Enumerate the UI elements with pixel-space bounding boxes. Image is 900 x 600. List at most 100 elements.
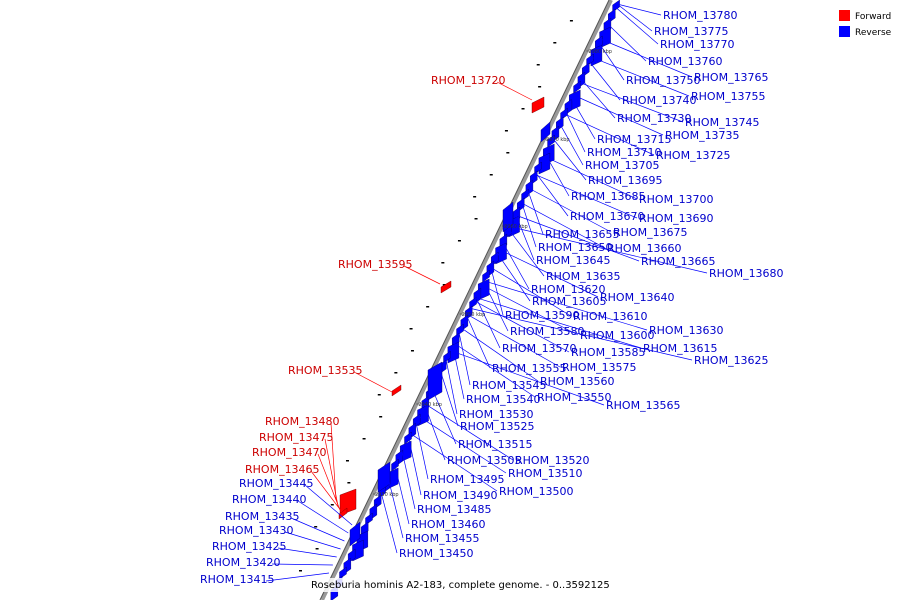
- reverse-gene-label: RHOM_13710: [587, 146, 662, 159]
- reverse-gene-label: RHOM_13460: [411, 518, 486, 531]
- minor-feature-mark: [315, 548, 319, 550]
- label-leader-line: [290, 517, 345, 542]
- label-leader-line: [496, 252, 531, 302]
- reverse-gene-block: [365, 512, 373, 526]
- reverse-gene-label: RHOM_13540: [466, 393, 541, 406]
- label-leader-line: [483, 281, 509, 332]
- reverse-gene-label: RHOM_13620: [531, 283, 606, 296]
- label-leader-line: [271, 563, 333, 566]
- forward-gene-block: [440, 280, 452, 294]
- label-leader-line: [515, 214, 535, 261]
- forward-gene-label: RHOM_13535: [288, 364, 363, 377]
- label-leader-line: [415, 421, 429, 480]
- gene-features: [298, 0, 620, 600]
- reverse-gene-label: RHOM_13555: [492, 362, 567, 375]
- label-leader-line: [615, 6, 659, 45]
- label-leader-line: [521, 202, 537, 248]
- scale-tick-label: 2940 kbp: [418, 402, 442, 408]
- reverse-gene-label: RHOM_13605: [532, 295, 607, 308]
- reverse-gene-label: RHOM_13600: [580, 329, 655, 342]
- reverse-gene-block: [349, 521, 361, 547]
- scale-tick-label: 2930 kbp: [375, 492, 399, 498]
- minor-feature-mark: [362, 438, 366, 440]
- label-leader-line: [527, 189, 544, 235]
- reverse-gene-label: RHOM_13765: [694, 71, 769, 84]
- reverse-gene-label: RHOM_13715: [597, 133, 672, 146]
- label-leader-line: [297, 500, 349, 534]
- reverse-gene-label: RHOM_13690: [639, 212, 714, 225]
- label-leader-line: [490, 266, 572, 317]
- reverse-gene-label: RHOM_13545: [472, 379, 547, 392]
- minor-feature-mark: [347, 482, 351, 484]
- minor-feature-mark: [409, 328, 413, 330]
- reverse-gene-label: RHOM_13775: [654, 25, 729, 38]
- reverse-gene-label: RHOM_13675: [613, 226, 688, 239]
- reverse-gene-block: [540, 121, 551, 143]
- reverse-gene-block: [360, 521, 369, 537]
- reverse-gene-block: [427, 361, 443, 401]
- label-leader-line: [408, 436, 422, 496]
- reverse-gene-label: RHOM_13570: [502, 342, 577, 355]
- minor-feature-mark: [441, 262, 445, 264]
- label-leader-line: [394, 465, 410, 525]
- reverse-gene-label: RHOM_13635: [546, 270, 621, 283]
- minor-feature-mark: [394, 372, 398, 374]
- reverse-gene-label: RHOM_13455: [405, 532, 480, 545]
- reverse-gene-label: RHOM_13485: [417, 503, 492, 516]
- legend-reverse-swatch: [839, 26, 850, 37]
- label-leader-line: [475, 297, 642, 349]
- reverse-gene-label: RHOM_13515: [458, 438, 533, 451]
- label-leader-line: [564, 113, 655, 156]
- minor-feature-mark: [298, 570, 302, 572]
- minor-feature-mark: [457, 240, 461, 242]
- label-leader-line: [353, 371, 393, 393]
- label-leader-line: [445, 359, 458, 415]
- reverse-gene-label: RHOM_13670: [570, 210, 645, 223]
- reverse-gene-label: RHOM_13430: [219, 524, 294, 537]
- reverse-gene-label: RHOM_13755: [691, 90, 766, 103]
- label-leader-line: [381, 493, 398, 554]
- label-leader-line: [559, 123, 584, 166]
- reverse-gene-label: RHOM_13640: [600, 291, 675, 304]
- caption-background: [308, 578, 590, 592]
- label-leader-line: [330, 422, 337, 501]
- reverse-gene-label: RHOM_13500: [499, 485, 574, 498]
- minor-feature-mark: [379, 416, 383, 418]
- label-leader-line: [317, 453, 341, 511]
- reverse-gene-label: RHOM_13730: [617, 112, 692, 125]
- label-leader-line: [475, 297, 501, 349]
- label-leader-line: [589, 61, 621, 101]
- forward-gene-label: RHOM_13480: [265, 415, 340, 428]
- label-leader-line: [509, 226, 708, 274]
- caption: Roseburia hominis A2-183, complete genom…: [311, 580, 610, 591]
- reverse-gene-block: [456, 323, 464, 337]
- minor-feature-mark: [426, 306, 430, 308]
- minor-feature-mark: [473, 196, 477, 198]
- reverse-gene-label: RHOM_13450: [399, 547, 474, 560]
- reverse-gene-label: RHOM_13575: [562, 361, 637, 374]
- forward-gene-block: [391, 384, 402, 397]
- forward-gene-block: [338, 507, 348, 520]
- label-leader-line: [466, 315, 491, 369]
- label-leader-line: [496, 81, 533, 101]
- minor-feature-mark: [474, 218, 478, 220]
- reverse-gene-label: RHOM_13565: [606, 399, 681, 412]
- label-leader-line: [483, 280, 648, 331]
- label-leader-line: [401, 450, 416, 510]
- label-leader-line: [453, 342, 536, 398]
- minor-feature-mark: [489, 174, 493, 176]
- reverse-gene-label: RHOM_13770: [660, 38, 735, 51]
- genome-backbone: [320, 0, 613, 600]
- reverse-gene-label: RHOM_13685: [571, 190, 646, 203]
- label-leader-line: [304, 484, 353, 526]
- reverse-gene-label: RHOM_13780: [663, 9, 738, 22]
- reverse-gene-label: RHOM_13735: [665, 129, 740, 142]
- reverse-gene-label: RHOM_13505: [447, 454, 522, 467]
- genome-backbone-highlight: [319, 0, 610, 600]
- reverse-gene-label: RHOM_13725: [656, 149, 731, 162]
- reverse-gene-label: RHOM_13655: [545, 228, 620, 241]
- label-leader-line: [544, 153, 570, 197]
- label-leader-line: [591, 56, 690, 97]
